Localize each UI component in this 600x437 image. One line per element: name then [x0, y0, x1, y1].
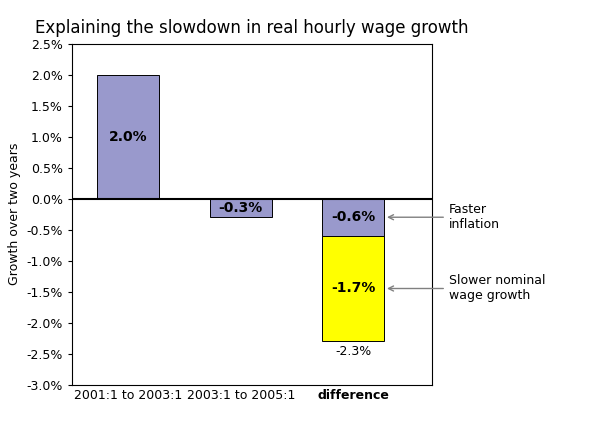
- Text: -1.7%: -1.7%: [331, 281, 376, 295]
- Text: -0.6%: -0.6%: [331, 210, 376, 224]
- Bar: [97, 75, 159, 199]
- Title: Explaining the slowdown in real hourly wage growth: Explaining the slowdown in real hourly w…: [35, 19, 469, 37]
- Text: -0.3%: -0.3%: [218, 201, 263, 215]
- Text: Slower nominal
wage growth: Slower nominal wage growth: [389, 274, 545, 302]
- Bar: [322, 199, 384, 236]
- Text: -2.3%: -2.3%: [335, 345, 371, 358]
- Y-axis label: Growth over two years: Growth over two years: [8, 143, 21, 285]
- Text: Faster
inflation: Faster inflation: [389, 203, 500, 231]
- Bar: [210, 199, 272, 217]
- Bar: [322, 236, 384, 341]
- Text: 2.0%: 2.0%: [109, 130, 148, 144]
